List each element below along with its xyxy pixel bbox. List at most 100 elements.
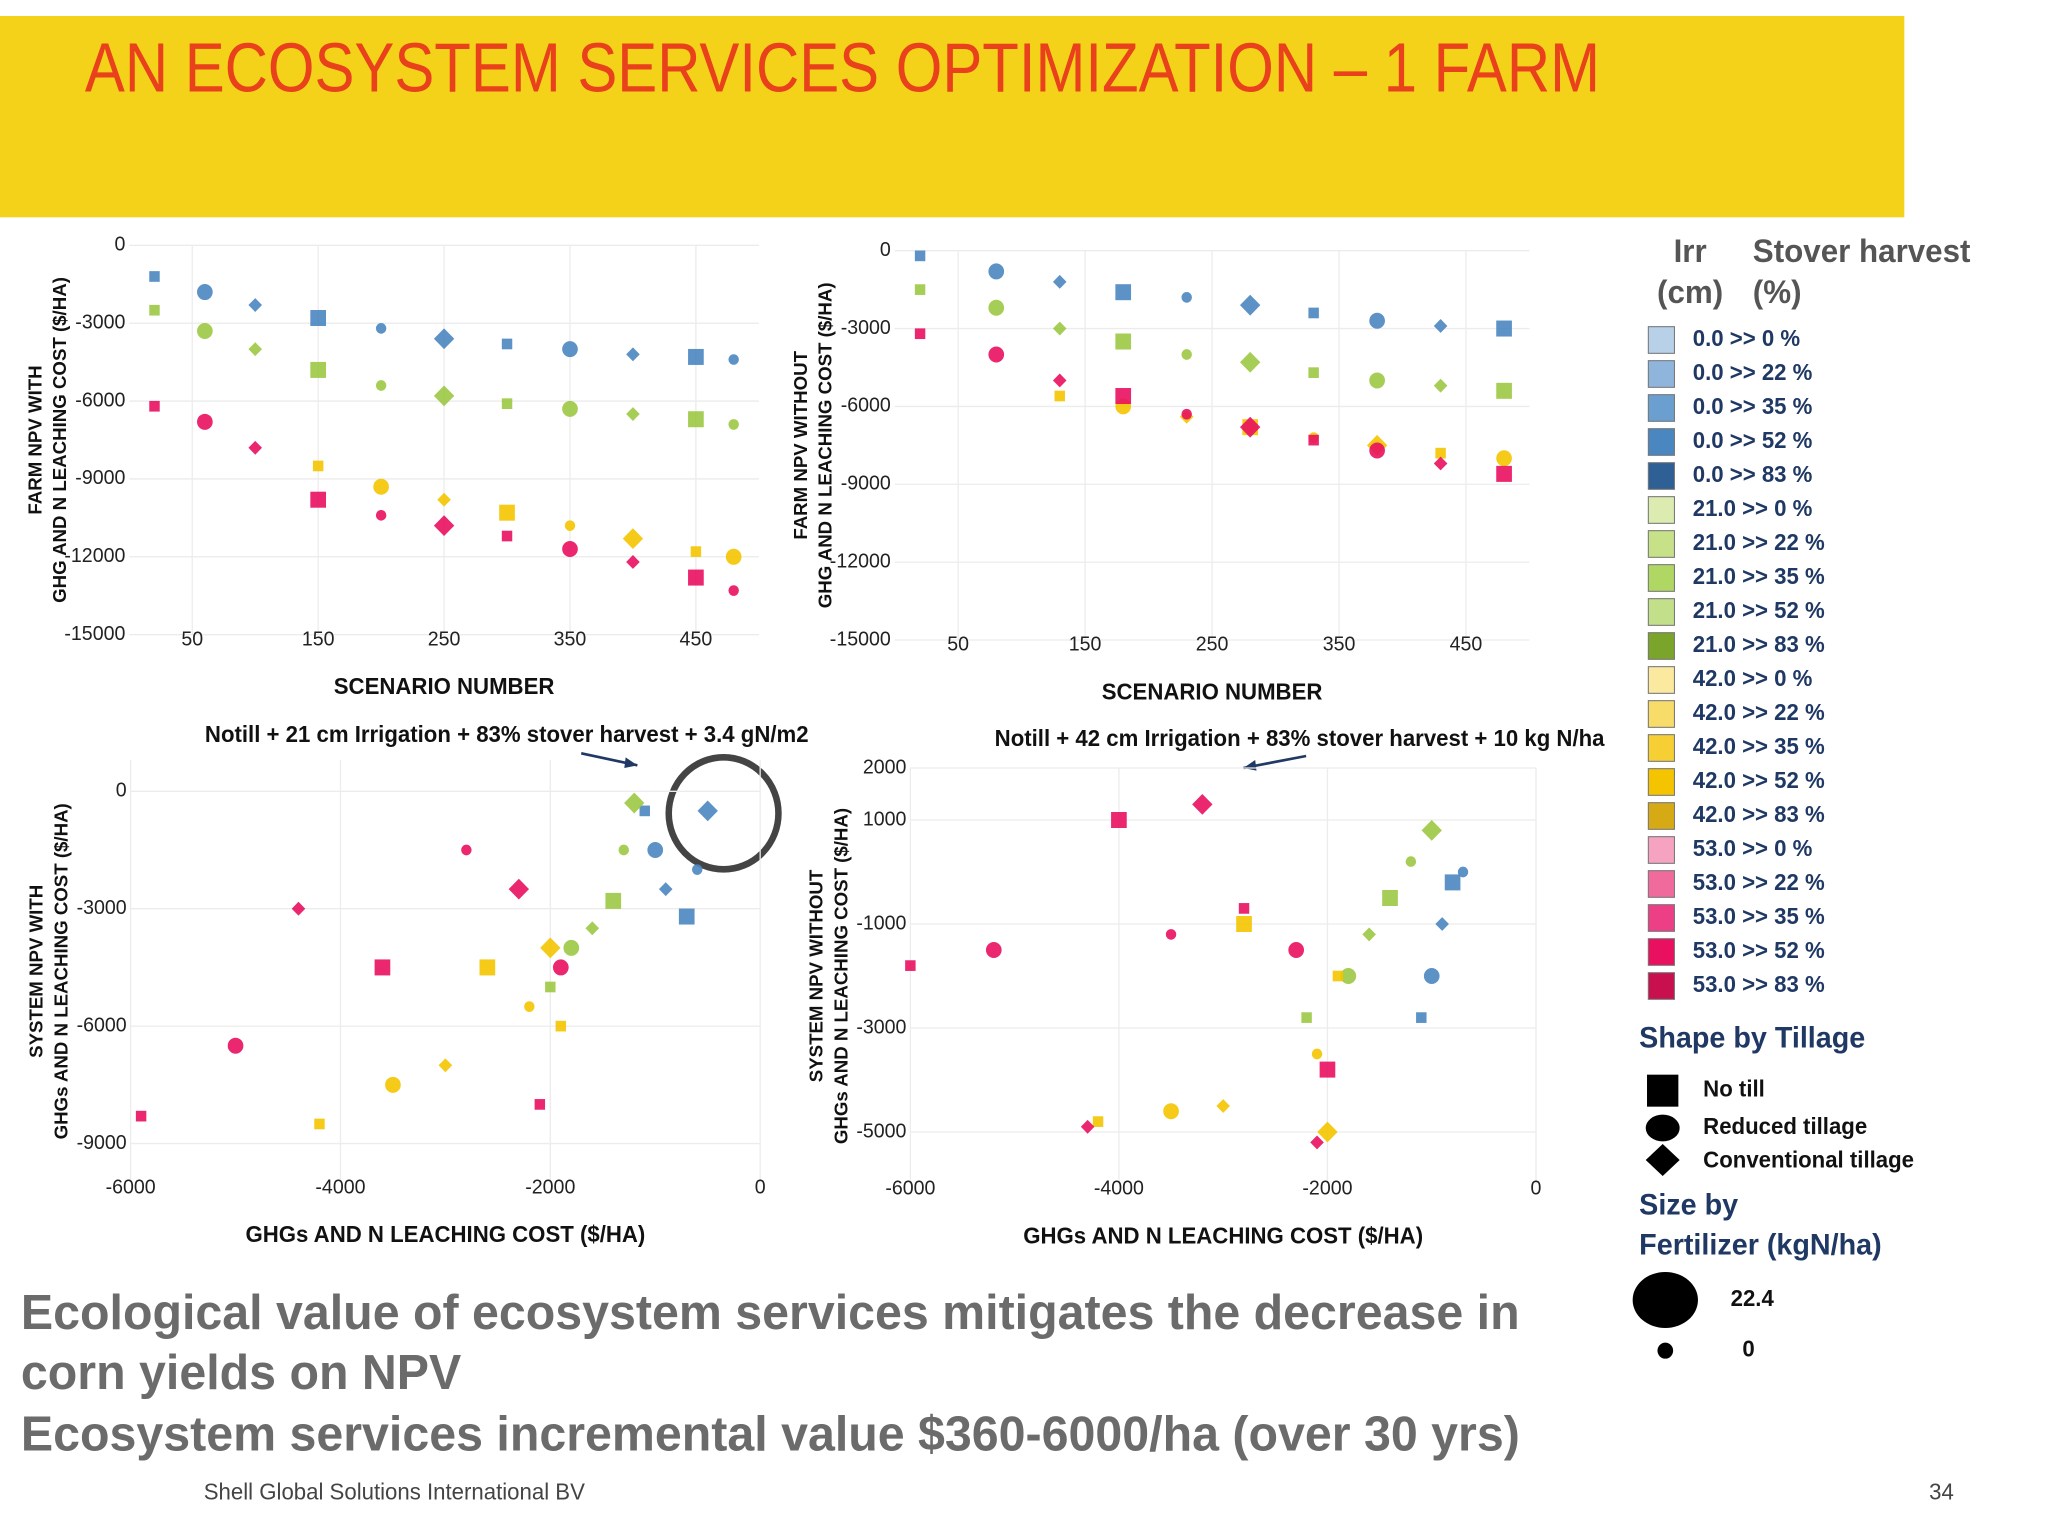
point [1310,1135,1324,1150]
y-tick-label: -3000 [77,897,127,919]
point [314,1118,325,1130]
x-axis-title: GHGs AND N LEACHING COST ($/HA) [1023,1223,1423,1248]
point [501,338,513,350]
point [1435,447,1446,459]
legend-label: 0.0 >> 52 % [1693,428,1813,453]
point [1433,456,1448,471]
point [905,960,916,971]
point [312,460,324,472]
point [310,361,327,378]
point [1115,333,1132,350]
point [1421,820,1442,841]
point [248,342,263,357]
y-axis-title: GHGs AND N LEACHING COST ($/HA) [830,808,851,1144]
point [508,878,530,900]
legend-swatch [1647,462,1675,490]
x-tick-label: 50 [947,633,969,655]
point [197,322,213,339]
legend-label: 0.0 >> 83 % [1693,462,1813,487]
point [647,842,664,859]
point [385,1076,401,1093]
point [690,546,702,557]
point [1239,351,1261,373]
legend-label: 21.0 >> 52 % [1693,598,1825,623]
legend-swatch [1647,836,1675,864]
annotation: Notill + 21 cm Irrigation + 83% stover h… [205,722,809,747]
legend-label: 0 [1742,1336,1754,1361]
body-text: Ecological value of ecosystem services m… [21,1286,1520,1341]
chart: 0 -3000 -6000 -9000 -12000 -15000 50 150 250 350 4… [790,239,1530,704]
legend-label: 53.0 >> 0 % [1693,836,1813,861]
y-tick-label: -15000 [64,623,125,645]
point [988,299,1005,316]
y-tick-label: -12000 [830,550,891,572]
point [563,939,580,956]
annotation: Notill + 42 cm Irrigation + 83% stover h… [995,726,1605,751]
point [1369,442,1385,459]
point [1332,970,1344,982]
y-tick-label: 0 [116,779,127,801]
point [1457,866,1469,878]
point [1052,321,1067,336]
legend-label: 42.0 >> 22 % [1693,700,1825,725]
point [248,440,263,455]
legend-label: 21.0 >> 35 % [1693,564,1825,589]
point [1311,1048,1323,1060]
point [1080,1119,1095,1134]
chart: 2000 1000 -1000 -3000 -5000 -6000 -4000 -2000 0 G… [806,726,1605,1249]
point [1435,917,1449,931]
legend-swatch [1647,530,1675,558]
x-tick-label: -2000 [525,1176,575,1198]
y-tick-label: 0 [114,233,125,255]
point [688,411,704,428]
point [618,844,629,856]
point [1216,1099,1230,1113]
x-tick-label: 250 [1196,633,1229,655]
point [626,407,640,421]
point [1423,968,1440,984]
legend-label: 22.4 [1731,1286,1775,1311]
point [374,959,391,976]
point [697,800,718,822]
point [985,942,1002,958]
body-text: corn yields on NPV [21,1346,462,1401]
shape-swatch [1647,1074,1679,1107]
point [1433,319,1448,333]
y-tick-label: -6000 [841,395,891,417]
point [1405,856,1417,867]
point [1052,373,1067,388]
point [1163,1103,1179,1120]
point [1165,929,1177,940]
point [1236,916,1252,932]
point [149,271,160,282]
x-tick-label: 250 [428,628,461,650]
point [1308,434,1319,446]
legend-swatch [1647,904,1675,932]
legend-swatch [1647,632,1675,660]
point [688,348,704,365]
legend-swatch [1647,496,1675,524]
chart: 0 -3000 -6000 -9000 -12000 -15000 50 150 250 350 4… [25,233,759,699]
point [678,908,695,925]
legend-header: Irr [1674,232,1707,268]
point [149,304,160,316]
x-tick-label: -6000 [885,1177,935,1199]
point [728,419,739,430]
x-axis-title: SCENARIO NUMBER [1102,679,1323,704]
size-swatch [1632,1272,1698,1328]
x-tick-label: 150 [1069,633,1102,655]
legend-title: Fertilizer (kgN/ha) [1639,1229,1882,1261]
legend-label: 21.0 >> 22 % [1693,530,1825,555]
point [622,528,644,550]
legend-label: 0.0 >> 0 % [1693,326,1800,351]
highlight-circle [665,753,782,873]
legend-label: 53.0 >> 35 % [1693,904,1825,929]
point [1369,312,1385,329]
point [1181,349,1192,360]
point [291,901,306,916]
point [914,284,926,295]
point [1115,284,1132,301]
legend-swatch [1647,666,1675,694]
legend-label: No till [1703,1076,1765,1101]
point [688,569,704,586]
